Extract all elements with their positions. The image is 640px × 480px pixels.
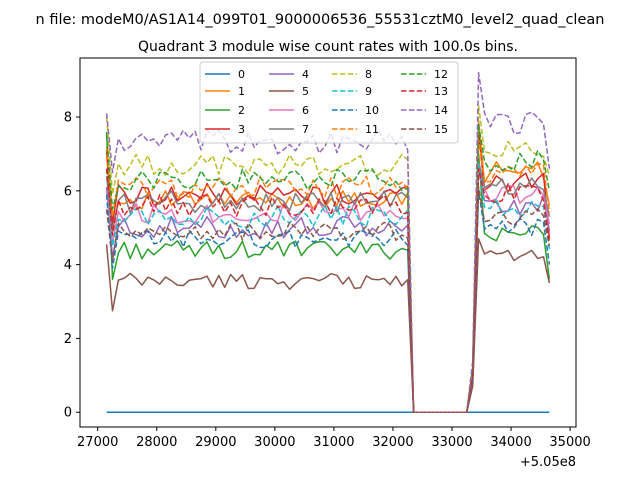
x-axis: 27000 28000 29000 30000 31000 32000 33000 34000… (77, 427, 591, 450)
figure-suptitle: n file: modeM0/AS1A14_099T01_9000006536_… (36, 12, 605, 28)
x-axis-offset-label: +5.05e8 (520, 455, 576, 470)
y-tick-label: 8 (64, 111, 72, 126)
legend-label-3: 3 (238, 123, 245, 136)
y-tick-label: 4 (64, 258, 72, 273)
x-tick-label: 29000 (195, 435, 236, 450)
legend-label-9: 9 (365, 85, 372, 98)
x-tick-label: 34000 (490, 435, 531, 450)
legend-label-5: 5 (302, 85, 309, 98)
x-tick-label: 28000 (136, 435, 177, 450)
legend-label-4: 4 (302, 68, 309, 81)
chart-title: Quadrant 3 module wise count rates with … (138, 39, 518, 55)
x-tick-label: 27000 (77, 435, 118, 450)
legend-label-10: 10 (365, 104, 379, 117)
y-tick-label: 2 (64, 332, 72, 347)
x-tick-label: 35000 (549, 435, 590, 450)
legend-label-8: 8 (365, 68, 372, 81)
series-line-14 (105, 72, 551, 413)
series-line-13 (105, 167, 551, 413)
y-tick-label: 6 (64, 184, 72, 199)
legend-label-7: 7 (302, 123, 309, 136)
legend-label-2: 2 (238, 104, 245, 117)
legend-label-11: 11 (365, 123, 379, 136)
series-line-5 (105, 238, 551, 413)
legend-label-12: 12 (434, 68, 448, 81)
y-tick-label: 0 (64, 406, 72, 421)
legend-label-13: 13 (434, 85, 448, 98)
series-line-15 (105, 186, 551, 413)
legend-label-1: 1 (238, 85, 245, 98)
legend-frame (199, 61, 459, 144)
x-tick-label: 30000 (254, 435, 295, 450)
legend-label-14: 14 (434, 104, 448, 117)
legend-label-0: 0 (238, 68, 245, 81)
legend-label-6: 6 (302, 104, 309, 117)
legend-label-15: 15 (434, 123, 448, 136)
x-tick-label: 33000 (431, 435, 472, 450)
x-tick-label: 32000 (372, 435, 413, 450)
axes-frame (79, 57, 577, 428)
plot-lines (105, 72, 551, 413)
x-tick-label: 31000 (313, 435, 354, 450)
y-axis: 0 2 4 6 8 (64, 111, 80, 421)
